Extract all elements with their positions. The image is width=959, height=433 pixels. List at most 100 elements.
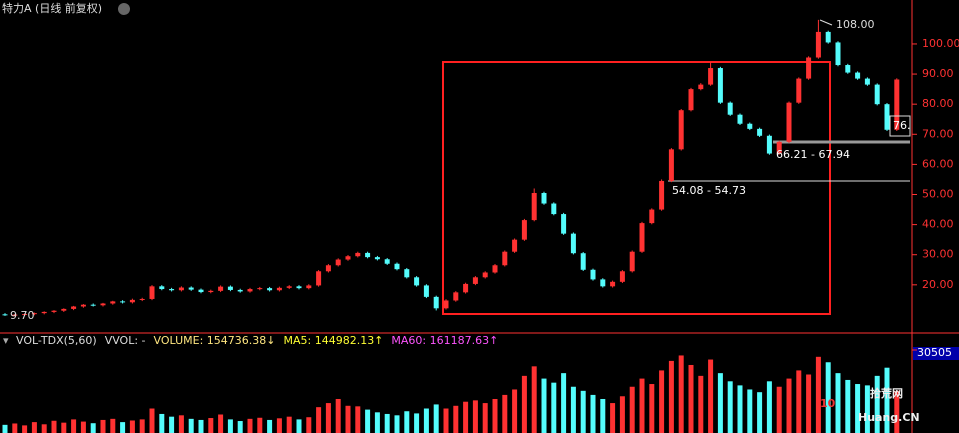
volume-bar — [580, 390, 586, 433]
volume-bar — [737, 385, 743, 433]
y-tick-label: 100.00 — [922, 37, 959, 50]
annotation: 9.70 — [10, 309, 35, 322]
volume-bar — [394, 415, 400, 433]
volume-bar — [237, 421, 243, 433]
volume-bar — [423, 408, 429, 433]
y-tick-label: 60.00 — [922, 157, 954, 170]
volume-bar — [296, 419, 302, 433]
candle-body — [394, 263, 400, 270]
annotation-box — [889, 115, 911, 137]
y-tick-label: 80.00 — [922, 97, 954, 110]
volume-bar — [570, 386, 576, 433]
volume-bar — [100, 419, 106, 433]
volume-bar — [149, 408, 155, 433]
volume-bar — [864, 385, 870, 433]
annotation: 108.00 — [836, 18, 875, 31]
watermark-site: Huang.CN — [858, 411, 920, 424]
volume-bar — [218, 414, 224, 433]
candle-body — [894, 79, 900, 130]
candle-body — [12, 314, 18, 316]
candle-body — [688, 89, 694, 111]
candle-body — [580, 253, 586, 270]
candle-body — [521, 220, 527, 240]
volume-bar — [531, 366, 537, 433]
candle-body — [463, 283, 469, 293]
volume-bar — [512, 389, 518, 433]
volume-bar — [649, 384, 655, 433]
volume-bar — [325, 403, 331, 433]
candle-body — [727, 102, 733, 115]
candle-body — [129, 299, 135, 303]
volume-bar — [815, 356, 821, 433]
volume-bar — [492, 398, 498, 433]
candle-body — [570, 233, 576, 254]
volume-tick-box — [913, 347, 959, 360]
volume-bar — [835, 373, 841, 433]
candle-body — [815, 31, 821, 58]
volume-bar — [80, 421, 86, 433]
volume-header: VOL-TDX(5,60) — [16, 334, 97, 347]
volume-bar — [678, 355, 684, 433]
volume-bar — [22, 425, 28, 433]
watermark-name: 拾荒网 — [870, 386, 903, 400]
candle-body — [717, 68, 723, 103]
volume-bar — [90, 423, 96, 433]
candle-body — [443, 300, 449, 309]
volume-bar — [316, 407, 322, 433]
volume-bar — [2, 424, 8, 433]
volume-bar — [855, 384, 861, 433]
candle-body — [864, 78, 870, 85]
volume-bar — [169, 416, 175, 433]
volume-bar — [590, 394, 596, 433]
volume-bar — [453, 405, 459, 433]
candle-body — [531, 192, 537, 221]
volume-bar — [345, 405, 351, 433]
volume-bar — [31, 422, 37, 433]
volume-bar — [698, 375, 704, 433]
volume-bar — [845, 379, 851, 433]
candle-body — [247, 289, 253, 292]
candle-body — [267, 288, 273, 291]
volume-header: MA60: 161187.63↑ — [391, 334, 498, 347]
volume-tick-label: 30505 — [917, 346, 952, 359]
chart-title: 特力A (日线 前复权) — [2, 1, 102, 15]
volume-bar — [247, 418, 253, 433]
annotation: 66.21 - 67.94 — [776, 148, 850, 161]
annotation: 54.08 - 54.73 — [672, 184, 746, 197]
candle-body — [619, 271, 625, 282]
annotation: 76. — [893, 119, 911, 132]
volume-bar — [629, 386, 635, 433]
candle-body — [600, 279, 606, 287]
volume-bar — [159, 413, 165, 433]
candle-body — [71, 306, 77, 309]
candle-body — [502, 251, 508, 266]
candle-body — [149, 286, 155, 299]
volume-bar — [374, 412, 380, 433]
candle-body — [31, 313, 37, 315]
candle-body — [678, 110, 684, 150]
candle-body — [316, 271, 322, 286]
volume-bar — [600, 398, 606, 433]
y-tick-label: 30.00 — [922, 248, 954, 261]
volume-bar — [561, 373, 567, 433]
volume-bar — [384, 413, 390, 433]
candle-body — [218, 286, 224, 291]
volume-icon: ▾ — [3, 334, 9, 347]
pointer-line — [819, 19, 833, 26]
candle-body — [541, 192, 547, 204]
candle-body — [374, 257, 380, 260]
y-tick-label: 70.00 — [922, 127, 954, 140]
volume-bar — [335, 398, 341, 433]
volume-bar — [727, 381, 733, 433]
candle-body — [766, 135, 772, 154]
menu-icon[interactable] — [118, 3, 130, 15]
candle-body — [345, 256, 351, 260]
volume-bar — [551, 382, 557, 433]
candle-body — [100, 303, 106, 306]
volume-bar — [463, 401, 469, 433]
volume-header: VVOL: - — [105, 334, 146, 347]
volume-bar — [747, 389, 753, 433]
volume-bar — [433, 404, 439, 433]
volume-bar — [708, 359, 714, 433]
